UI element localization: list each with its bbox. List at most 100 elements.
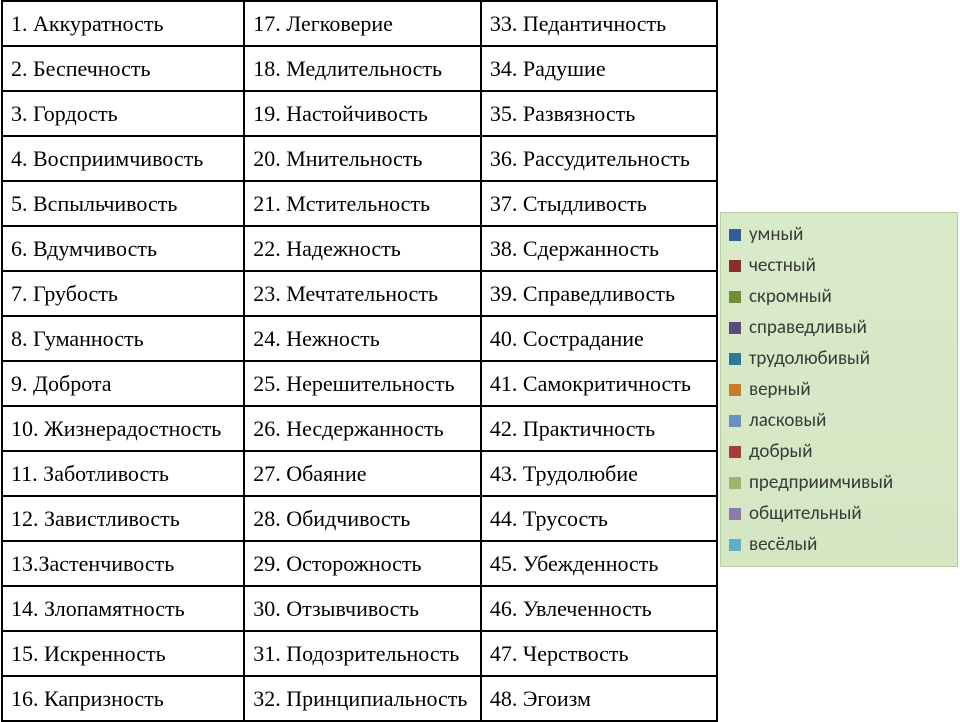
cell: 3. Гордость bbox=[2, 91, 244, 136]
legend-item: общительный bbox=[729, 498, 951, 529]
legend-swatch-icon bbox=[729, 260, 741, 272]
table-row: 8. Гуманность 24. Нежность 40. Сострадан… bbox=[2, 316, 717, 361]
cell: 6. Вдумчивость bbox=[2, 226, 244, 271]
cell: 26. Несдержанность bbox=[244, 406, 481, 451]
legend-item: скромный bbox=[729, 281, 951, 312]
legend-label: весёлый bbox=[749, 533, 817, 556]
table-row: 6. Вдумчивость 22. Надежность 38. Сдержа… bbox=[2, 226, 717, 271]
cell: 43. Трудолюбие bbox=[481, 451, 717, 496]
cell: 7. Грубость bbox=[2, 271, 244, 316]
cell-text: 30. Отзывчивость bbox=[253, 596, 419, 621]
cell-text: 29. Осторожность bbox=[253, 551, 421, 576]
legend-label: трудолюбивый bbox=[749, 347, 870, 370]
cell: 24. Нежность bbox=[244, 316, 481, 361]
cell: 42. Практичность bbox=[481, 406, 717, 451]
cell-text: 20. Мнительность bbox=[253, 146, 422, 171]
cell-text: 46. Увлеченность bbox=[490, 596, 652, 621]
legend-item: весёлый bbox=[729, 529, 951, 560]
cell: 5. Вспыльчивость bbox=[2, 181, 244, 226]
cell: 11. Заботливость bbox=[2, 451, 244, 496]
legend-item: трудолюбивый bbox=[729, 343, 951, 374]
legend-item: честный bbox=[729, 250, 951, 281]
cell: 4. Восприимчивость bbox=[2, 136, 244, 181]
cell-text: 28. Обидчивость bbox=[253, 506, 410, 531]
cell-text: 45. Убежденность bbox=[490, 551, 659, 576]
cell: 12. Завистливость bbox=[2, 496, 244, 541]
cell-text: 23. Мечтательность bbox=[253, 281, 438, 306]
cell-text: 9. Доброта bbox=[11, 371, 112, 396]
cell-text: 44. Трусость bbox=[490, 506, 608, 531]
legend-item: добрый bbox=[729, 436, 951, 467]
cell: 13.Застенчивость bbox=[2, 541, 244, 586]
legend-label: верный bbox=[749, 378, 811, 401]
cell-text: 5. Вспыльчивость bbox=[11, 191, 177, 216]
cell-text: 6. Вдумчивость bbox=[11, 236, 157, 261]
cell-text: 11. Заботливость bbox=[11, 461, 169, 486]
cell-text: 40. Сострадание bbox=[490, 326, 644, 351]
table-row: 13.Застенчивость 29. Осторожность 45. Уб… bbox=[2, 541, 717, 586]
cell: 44. Трусость bbox=[481, 496, 717, 541]
traits-table: 1. Аккуратность 17. Легковерие 33. Педан… bbox=[1, 0, 718, 722]
table-row: 7. Грубость 23. Мечтательность 39. Справ… bbox=[2, 271, 717, 316]
cell-text: 43. Трудолюбие bbox=[490, 461, 638, 486]
legend-item: справедливый bbox=[729, 312, 951, 343]
cell: 46. Увлеченность bbox=[481, 586, 717, 631]
cell-text: 12. Завистливость bbox=[11, 506, 180, 531]
cell-text: 24. Нежность bbox=[253, 326, 380, 351]
traits-table-body: 1. Аккуратность 17. Легковерие 33. Педан… bbox=[2, 1, 717, 721]
cell: 41. Самокритичность bbox=[481, 361, 717, 406]
cell-text: 26. Несдержанность bbox=[253, 416, 443, 441]
cell: 30. Отзывчивость bbox=[244, 586, 481, 631]
cell-text: 38. Сдержанность bbox=[490, 236, 659, 261]
legend-swatch-icon bbox=[729, 322, 741, 334]
cell: 15. Искренность bbox=[2, 631, 244, 676]
cell: 48. Эгоизм bbox=[481, 676, 717, 721]
legend-label: скромный bbox=[749, 285, 832, 308]
legend-swatch-icon bbox=[729, 229, 741, 241]
cell-text: 33. Педантичность bbox=[490, 11, 666, 36]
table-row: 2. Беспечность 18. Медлительность 34. Ра… bbox=[2, 46, 717, 91]
cell: 14. Злопамятность bbox=[2, 586, 244, 631]
legend-swatch-icon bbox=[729, 446, 741, 458]
cell: 9. Доброта bbox=[2, 361, 244, 406]
legend-swatch-icon bbox=[729, 539, 741, 551]
table-row: 12. Завистливость 28. Обидчивость 44. Тр… bbox=[2, 496, 717, 541]
cell: 22. Надежность bbox=[244, 226, 481, 271]
cell-text: 17. Легковерие bbox=[253, 11, 393, 36]
legend-swatch-icon bbox=[729, 477, 741, 489]
cell: 39. Справедливость bbox=[481, 271, 717, 316]
cell-text: 2. Беспечность bbox=[11, 56, 151, 81]
cell: 23. Мечтательность bbox=[244, 271, 481, 316]
cell-text: 8. Гуманность bbox=[11, 326, 144, 351]
legend-swatch-icon bbox=[729, 508, 741, 520]
cell: 10. Жизнерадостность bbox=[2, 406, 244, 451]
cell-text: 27. Обаяние bbox=[253, 461, 366, 486]
cell-text: 15. Искренность bbox=[11, 641, 166, 666]
legend-swatch-icon bbox=[729, 353, 741, 365]
cell: 36. Рассудительность bbox=[481, 136, 717, 181]
cell-text: 31. Подозрительность bbox=[253, 641, 459, 666]
cell-text: 1. Аккуратность bbox=[11, 11, 164, 36]
cell-text: 42. Практичность bbox=[490, 416, 655, 441]
cell-text: 47. Черствость bbox=[490, 641, 629, 666]
cell: 37. Стыдливость bbox=[481, 181, 717, 226]
cell-text: 22. Надежность bbox=[253, 236, 401, 261]
cell: 34. Радушие bbox=[481, 46, 717, 91]
table-row: 4. Восприимчивость 20. Мнительность 36. … bbox=[2, 136, 717, 181]
cell-text: 7. Грубость bbox=[11, 281, 118, 306]
cell: 27. Обаяние bbox=[244, 451, 481, 496]
cell-text: 10. Жизнерадостность bbox=[11, 416, 221, 441]
legend-label: ласковый bbox=[749, 409, 826, 432]
cell-text: 13.Застенчивость bbox=[11, 551, 174, 576]
cell-text: 35. Развязность bbox=[490, 101, 635, 126]
cell: 2. Беспечность bbox=[2, 46, 244, 91]
cell-text: 19. Настойчивость bbox=[253, 101, 428, 126]
cell: 18. Медлительность bbox=[244, 46, 481, 91]
legend-label: добрый bbox=[749, 440, 812, 463]
legend-label: справедливый bbox=[749, 316, 867, 339]
table-row: 5. Вспыльчивость 21. Мстительность 37. С… bbox=[2, 181, 717, 226]
cell: 31. Подозрительность bbox=[244, 631, 481, 676]
legend-item: умный bbox=[729, 219, 951, 250]
cell: 35. Развязность bbox=[481, 91, 717, 136]
cell: 29. Осторожность bbox=[244, 541, 481, 586]
